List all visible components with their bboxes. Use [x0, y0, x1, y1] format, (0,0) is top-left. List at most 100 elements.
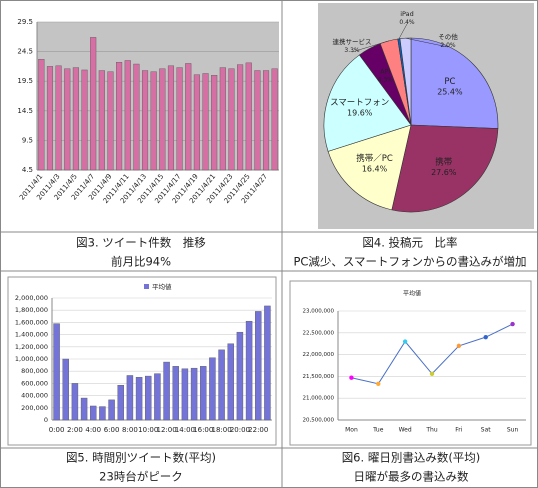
- chart-title: 平均値: [403, 290, 421, 298]
- point: [402, 339, 408, 344]
- y-tick-label: 9.5: [22, 136, 33, 144]
- bar: [90, 405, 97, 421]
- y-tick-label: 1,400,000: [15, 331, 48, 339]
- caption: 図6. 曜日別書込み数(平均): [342, 451, 481, 465]
- point: [376, 381, 381, 387]
- bar: [53, 323, 60, 421]
- bar: [145, 375, 152, 421]
- slice-value: 27.6%: [431, 168, 457, 177]
- x-tick-label: 20:00: [230, 426, 250, 434]
- slice-value: 16.4%: [362, 165, 388, 174]
- bar: [185, 63, 192, 171]
- bar: [124, 60, 131, 171]
- bar: [98, 70, 105, 171]
- slice-value: 2.0%: [440, 42, 456, 49]
- slice-label: PC: [444, 77, 455, 87]
- y-tick-label: 1,800,000: [15, 306, 48, 314]
- caption: 23時台がピーク: [99, 470, 183, 484]
- y-tick-label: 14.5: [17, 107, 33, 115]
- bar: [163, 361, 170, 421]
- bar: [245, 62, 252, 171]
- chart-frame: [289, 280, 532, 446]
- bar: [150, 71, 157, 171]
- bar: [108, 399, 115, 421]
- x-tick-label: Fri: [455, 427, 462, 434]
- x-tick-label: Sat: [481, 427, 491, 434]
- caption: 図4. 投稿元 比率: [362, 236, 457, 250]
- bar: [254, 70, 261, 171]
- caption: PC減少、スマートフォンからの書込みが増加: [293, 255, 526, 269]
- bar: [255, 311, 262, 421]
- pie-slice: [391, 124, 499, 213]
- bar: [218, 349, 225, 421]
- bar: [228, 68, 235, 171]
- legend-label: 平均値: [152, 282, 172, 291]
- bar: [154, 373, 161, 421]
- bar: [193, 74, 200, 171]
- x-tick-label: 8:00: [122, 426, 138, 434]
- slice-label: 携帯: [435, 156, 453, 167]
- leader-line: [405, 37, 449, 48]
- bar: [107, 71, 114, 171]
- bar: [245, 320, 253, 421]
- pie-slice: [410, 37, 499, 129]
- caption: 前月比94%: [111, 255, 171, 269]
- y-tick-label: 200,000: [21, 404, 48, 412]
- slice-value: 3.3%: [344, 47, 360, 54]
- point: [483, 334, 488, 340]
- x-tick-label: Mon: [345, 427, 358, 434]
- x-tick-label: 22:00: [248, 426, 268, 434]
- bar: [62, 358, 69, 421]
- x-tick-label: Wed: [399, 427, 412, 434]
- y-tick-label: 21,500,000: [303, 374, 335, 380]
- y-tick-label: 19.5: [17, 77, 33, 85]
- leader-line: [351, 40, 389, 53]
- bar: [200, 366, 207, 421]
- caption: 日曜が最多の書込み数: [354, 470, 469, 484]
- bar: [211, 75, 218, 171]
- bar: [80, 397, 88, 421]
- y-tick-label: 29.5: [17, 18, 33, 26]
- point: [510, 321, 515, 327]
- bar: [64, 68, 71, 171]
- bar: [117, 385, 124, 421]
- y-tick-label: 1,600,000: [15, 318, 48, 326]
- bar: [135, 377, 143, 421]
- bar: [209, 357, 216, 421]
- bar: [141, 70, 149, 171]
- pie-slice: [327, 124, 412, 211]
- slice-label: API: [380, 68, 390, 76]
- y-tick-label: 1,000,000: [15, 355, 48, 363]
- bar: [133, 63, 140, 171]
- bar: [71, 383, 79, 421]
- leader-line: [398, 23, 408, 39]
- bar: [46, 66, 54, 171]
- x-tick-label: 14:00: [175, 426, 195, 434]
- bar: [262, 70, 270, 171]
- y-tick-label: 22,500,000: [303, 330, 335, 336]
- y-tick-label: 21,000,000: [303, 396, 335, 402]
- point: [429, 371, 435, 376]
- bar: [38, 59, 45, 171]
- y-tick-label: 800,000: [21, 367, 48, 375]
- bar: [55, 65, 62, 171]
- bar: [99, 406, 106, 421]
- slice-value: 4.3%: [378, 77, 394, 84]
- caption: 図3. ツイート件数 推移: [76, 236, 206, 250]
- y-tick-label: 4.5: [22, 166, 33, 174]
- x-tick-label: 4:00: [85, 426, 101, 434]
- bar: [190, 367, 198, 421]
- legend-swatch: [144, 284, 149, 289]
- caption: 図5. 時間別ツイート数(平均): [66, 451, 216, 465]
- x-tick-label: Thu: [425, 427, 437, 434]
- bar: [236, 331, 244, 421]
- slice-value: 25.4%: [437, 88, 463, 97]
- x-tick-label: 16:00: [193, 426, 213, 434]
- y-tick-label: 400,000: [21, 392, 48, 400]
- slice-label: スマートフォン: [330, 98, 389, 108]
- bar: [126, 375, 134, 421]
- bar: [219, 67, 226, 171]
- x-tick-label: 2:00: [67, 426, 83, 434]
- bar: [202, 73, 209, 171]
- y-tick-label: 2,000,000: [15, 294, 48, 302]
